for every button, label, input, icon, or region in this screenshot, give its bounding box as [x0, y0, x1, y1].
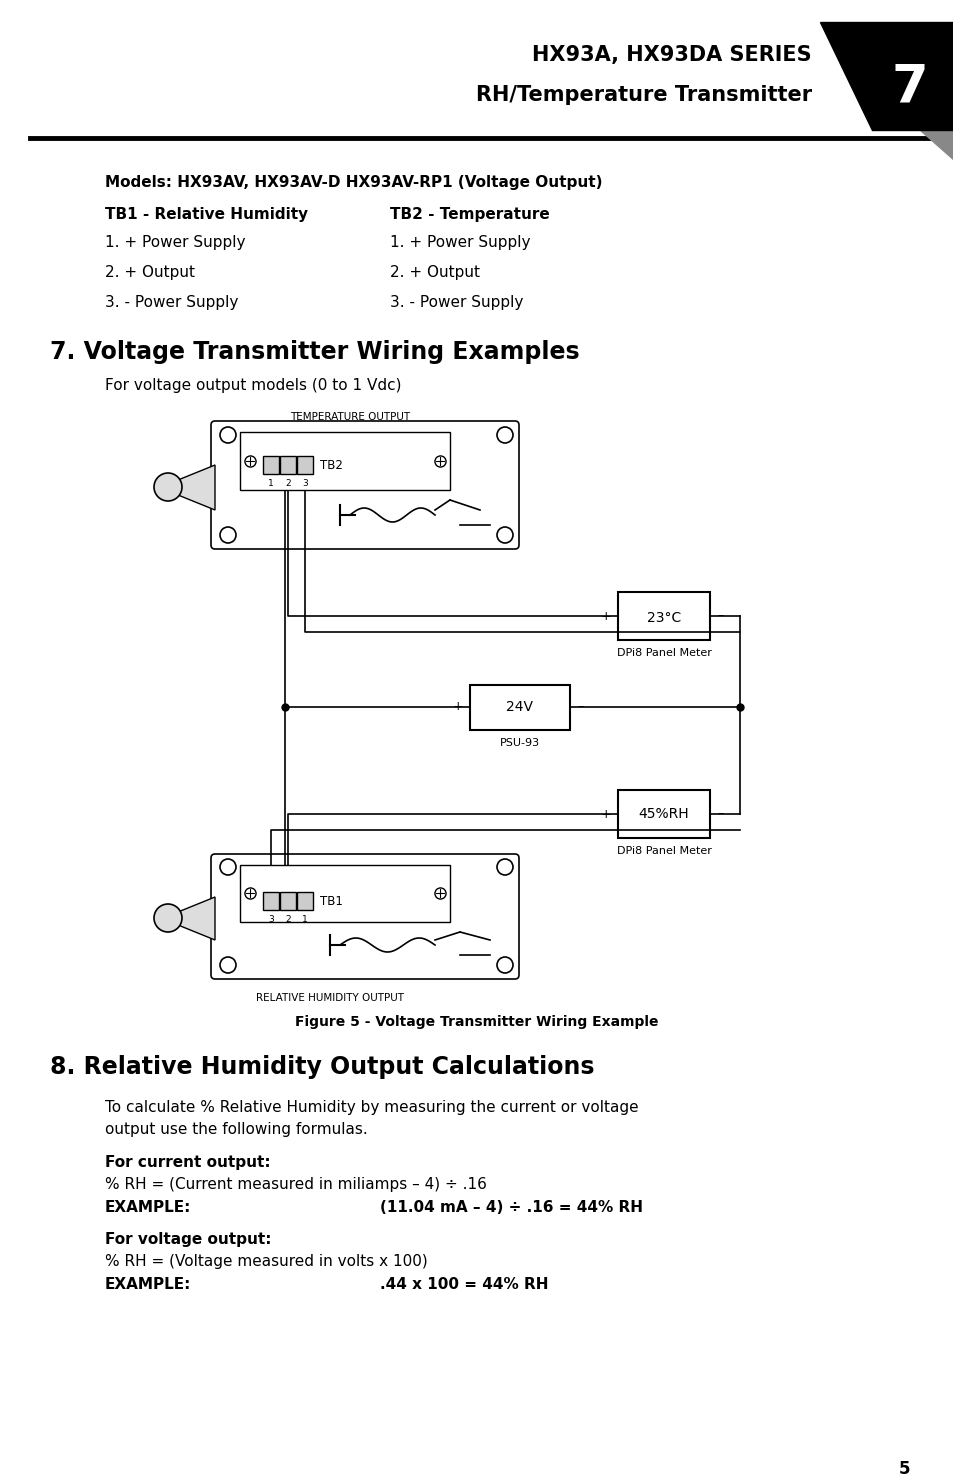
Text: For voltage output:: For voltage output: — [105, 1232, 272, 1246]
Text: 3: 3 — [268, 914, 274, 923]
Text: –: – — [717, 609, 722, 622]
Text: –: – — [577, 701, 582, 714]
Circle shape — [497, 426, 513, 442]
Text: For voltage output models (0 to 1 Vdc): For voltage output models (0 to 1 Vdc) — [105, 378, 401, 392]
Polygon shape — [871, 130, 953, 159]
FancyBboxPatch shape — [211, 420, 518, 549]
Text: HX93A, HX93DA SERIES: HX93A, HX93DA SERIES — [532, 46, 811, 65]
Text: EXAMPLE:: EXAMPLE: — [105, 1201, 192, 1215]
Text: % RH = (Voltage measured in volts x 100): % RH = (Voltage measured in volts x 100) — [105, 1254, 427, 1268]
Bar — [240, 432, 450, 490]
Text: 8. Relative Humidity Output Calculations: 8. Relative Humidity Output Calculations — [50, 1055, 594, 1080]
Text: 1. + Power Supply: 1. + Power Supply — [390, 235, 530, 249]
Circle shape — [220, 527, 235, 543]
Text: EXAMPLE:: EXAMPLE: — [105, 1277, 192, 1292]
Text: TB2 - Temperature: TB2 - Temperature — [390, 207, 549, 223]
Circle shape — [497, 957, 513, 974]
Text: 1: 1 — [268, 479, 274, 488]
Text: % RH = (Current measured in miliamps – 4) ÷ .16: % RH = (Current measured in miliamps – 4… — [105, 1177, 486, 1192]
Circle shape — [220, 957, 235, 974]
Bar — [296, 456, 313, 473]
Bar — [470, 684, 569, 730]
Text: 2. + Output: 2. + Output — [390, 266, 479, 280]
Text: For current output:: For current output: — [105, 1155, 271, 1170]
Text: TB2: TB2 — [319, 459, 342, 472]
Text: 5: 5 — [899, 1460, 910, 1475]
Circle shape — [220, 426, 235, 442]
Text: 1. + Power Supply: 1. + Power Supply — [105, 235, 245, 249]
Text: 7. Voltage Transmitter Wiring Examples: 7. Voltage Transmitter Wiring Examples — [50, 341, 579, 364]
Text: To calculate % Relative Humidity by measuring the current or voltage: To calculate % Relative Humidity by meas… — [105, 1100, 638, 1115]
Bar — [263, 892, 278, 910]
Text: DPi8 Panel Meter: DPi8 Panel Meter — [616, 847, 711, 856]
Text: –: – — [717, 807, 722, 820]
Bar — [296, 892, 313, 910]
Text: Figure 5 - Voltage Transmitter Wiring Example: Figure 5 - Voltage Transmitter Wiring Ex… — [294, 1015, 659, 1030]
Text: 1: 1 — [302, 914, 308, 923]
Text: 45%RH: 45%RH — [638, 807, 689, 822]
Text: 2: 2 — [285, 914, 291, 923]
Polygon shape — [820, 22, 953, 130]
FancyBboxPatch shape — [211, 854, 518, 979]
Bar — [240, 864, 450, 922]
Circle shape — [153, 904, 182, 932]
Text: 24V: 24V — [506, 701, 533, 714]
Text: 7: 7 — [891, 62, 927, 114]
Text: (11.04 mA – 4) ÷ .16 = 44% RH: (11.04 mA – 4) ÷ .16 = 44% RH — [379, 1201, 642, 1215]
Text: PSU-93: PSU-93 — [499, 738, 539, 748]
Bar — [280, 456, 295, 473]
Text: RH/Temperature Transmitter: RH/Temperature Transmitter — [476, 86, 811, 105]
Circle shape — [497, 858, 513, 875]
Text: 2. + Output: 2. + Output — [105, 266, 194, 280]
Text: +: + — [599, 609, 610, 622]
Text: DPi8 Panel Meter: DPi8 Panel Meter — [616, 648, 711, 658]
Bar — [280, 892, 295, 910]
Text: TB1: TB1 — [319, 895, 342, 909]
Text: Models: HX93AV, HX93AV-D HX93AV-RP1 (Voltage Output): Models: HX93AV, HX93AV-D HX93AV-RP1 (Vol… — [105, 176, 602, 190]
Text: 23°C: 23°C — [646, 611, 680, 625]
Bar — [263, 456, 278, 473]
Text: 3. - Power Supply: 3. - Power Supply — [105, 295, 238, 310]
Circle shape — [153, 473, 182, 502]
Text: +: + — [452, 701, 462, 714]
Text: 2: 2 — [285, 479, 291, 488]
Text: RELATIVE HUMIDITY OUTPUT: RELATIVE HUMIDITY OUTPUT — [255, 993, 403, 1003]
Polygon shape — [178, 897, 214, 940]
Text: +: + — [599, 807, 610, 820]
Bar — [618, 791, 709, 838]
Text: 3: 3 — [302, 479, 308, 488]
Text: output use the following formulas.: output use the following formulas. — [105, 1122, 367, 1137]
Circle shape — [220, 858, 235, 875]
Text: TB1 - Relative Humidity: TB1 - Relative Humidity — [105, 207, 308, 223]
Text: .44 x 100 = 44% RH: .44 x 100 = 44% RH — [379, 1277, 548, 1292]
Polygon shape — [178, 465, 214, 510]
Bar — [618, 591, 709, 640]
Text: 3. - Power Supply: 3. - Power Supply — [390, 295, 523, 310]
Circle shape — [497, 527, 513, 543]
Text: TEMPERATURE OUTPUT: TEMPERATURE OUTPUT — [290, 412, 410, 422]
